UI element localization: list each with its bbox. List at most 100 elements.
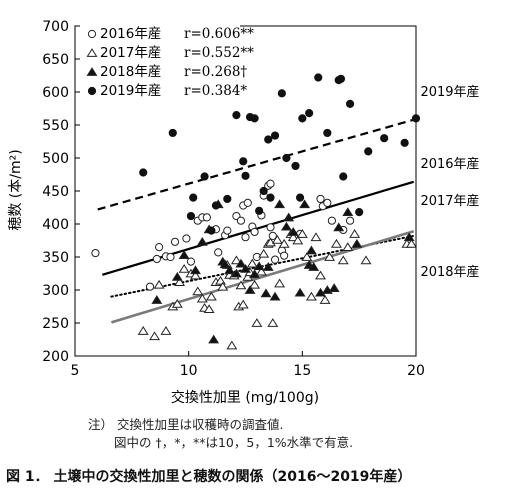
x-tick-label: 10 bbox=[180, 363, 198, 379]
legend-marker bbox=[87, 29, 97, 39]
data-point bbox=[259, 186, 268, 196]
data-point bbox=[400, 138, 409, 147]
data-point bbox=[152, 254, 161, 264]
legend-label: 2017年産 bbox=[100, 45, 161, 61]
data-point bbox=[242, 271, 254, 281]
data-point bbox=[160, 326, 172, 335]
data-point bbox=[235, 280, 247, 290]
data-point bbox=[255, 266, 267, 276]
data-point bbox=[151, 295, 163, 304]
y-tick-label: 300 bbox=[42, 283, 69, 299]
data-point bbox=[226, 340, 238, 350]
data-point bbox=[267, 318, 279, 327]
data-point bbox=[235, 258, 247, 268]
y-tick-label: 200 bbox=[42, 349, 69, 365]
data-point bbox=[171, 271, 183, 281]
y-tick-label: 700 bbox=[42, 19, 69, 35]
data-point bbox=[262, 262, 274, 271]
y-tick-label: 500 bbox=[42, 151, 69, 167]
legend-stat: r=0.268† bbox=[184, 64, 247, 80]
data-point bbox=[149, 331, 161, 341]
data-point bbox=[255, 206, 264, 215]
legend-marker bbox=[87, 86, 97, 96]
data-point bbox=[283, 212, 295, 222]
footnote-2: 図中の †，*，**は10，5，1%水準で有意. bbox=[114, 435, 354, 450]
data-point bbox=[270, 131, 280, 140]
x-tick-label: 5 bbox=[71, 363, 80, 379]
data-point bbox=[351, 238, 363, 248]
data-point bbox=[349, 229, 361, 238]
data-point bbox=[411, 114, 421, 123]
data-point bbox=[305, 109, 314, 118]
data-point bbox=[364, 147, 373, 156]
data-point bbox=[323, 198, 332, 207]
data-point bbox=[274, 278, 286, 288]
trend-line bbox=[97, 118, 417, 211]
data-point bbox=[266, 193, 275, 202]
data-point bbox=[186, 211, 196, 221]
data-point bbox=[205, 291, 217, 301]
data-point bbox=[270, 255, 280, 264]
data-point bbox=[282, 153, 291, 163]
legend-marker bbox=[86, 67, 98, 76]
data-point bbox=[139, 168, 148, 177]
data-point bbox=[345, 99, 355, 108]
trend-line bbox=[110, 230, 415, 324]
data-point bbox=[314, 73, 323, 82]
legend-label: 2019年産 bbox=[100, 83, 161, 99]
data-point bbox=[299, 199, 311, 209]
data-point bbox=[249, 269, 261, 279]
trend-line-labels: 2016年産 2017年産 2018年産 2019年産 bbox=[420, 84, 479, 280]
data-point bbox=[192, 286, 204, 296]
legend-bg bbox=[80, 24, 240, 42]
data-point bbox=[403, 232, 415, 242]
trend-line-label: 2019年産 bbox=[420, 84, 479, 100]
y-axis-label: 穂数 (本/m²) bbox=[8, 149, 24, 230]
legend-stat: r=0.552** bbox=[184, 45, 254, 61]
legend-stat: r=0.384* bbox=[184, 83, 247, 99]
data-point bbox=[170, 237, 180, 246]
data-point bbox=[243, 198, 252, 207]
data-point bbox=[91, 248, 100, 258]
trend-line-label: 2016年産 bbox=[420, 156, 479, 172]
data-point bbox=[182, 234, 191, 243]
legend: 2016年産 r=0.606** 2017年産 r=0.552** 2018年産 r=0.… bbox=[80, 24, 254, 99]
y-tick-label: 250 bbox=[42, 316, 69, 332]
data-point bbox=[168, 128, 177, 138]
data-point bbox=[305, 291, 317, 301]
data-point bbox=[207, 226, 216, 235]
legend-bg bbox=[80, 62, 240, 80]
data-point bbox=[328, 283, 340, 292]
data-point bbox=[240, 264, 251, 273]
data-point bbox=[315, 287, 326, 297]
data-point bbox=[223, 226, 232, 235]
data-point bbox=[360, 255, 372, 265]
data-point bbox=[339, 172, 348, 181]
data-point bbox=[316, 194, 325, 204]
data-point bbox=[239, 157, 248, 166]
data-point bbox=[246, 258, 258, 268]
data-point bbox=[342, 242, 354, 252]
legend-marker bbox=[86, 48, 98, 57]
data-point bbox=[230, 255, 242, 265]
legend-label: 2016年産 bbox=[100, 26, 161, 42]
data-point bbox=[250, 227, 259, 237]
data-point bbox=[253, 261, 265, 271]
data-point bbox=[277, 89, 286, 98]
data-point bbox=[236, 216, 246, 225]
data-point bbox=[190, 270, 201, 280]
data-point bbox=[241, 171, 250, 180]
data-point bbox=[232, 111, 241, 120]
data-point bbox=[196, 293, 208, 303]
data-point bbox=[319, 295, 331, 304]
data-point bbox=[271, 234, 283, 244]
y-tick-label: 450 bbox=[42, 184, 69, 200]
data-point bbox=[305, 245, 317, 255]
y-tick-label: 650 bbox=[42, 52, 69, 68]
axes: 200 250 300 350 400 450 500 550 600 650 700 5 10 15 20 bbox=[42, 19, 425, 379]
data-point bbox=[249, 279, 261, 289]
data-point bbox=[178, 264, 190, 273]
data-point bbox=[327, 216, 336, 225]
data-point bbox=[241, 233, 250, 242]
